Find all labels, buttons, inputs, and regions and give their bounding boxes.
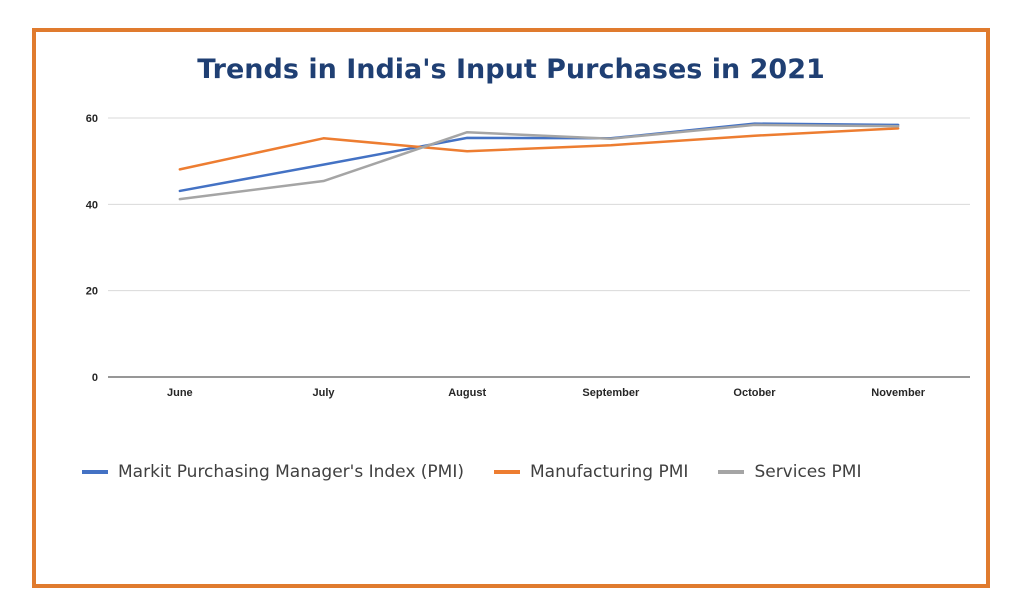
chart-frame: Trends in India's Input Purchases in 202… (32, 28, 990, 588)
legend-swatch (494, 470, 520, 474)
x-tick-label: July (312, 387, 335, 399)
chart-legend: Markit Purchasing Manager's Index (PMI) M… (82, 462, 891, 482)
legend-label: Manufacturing PMI (530, 462, 689, 482)
y-tick-label: 40 (86, 199, 98, 211)
legend-item: Markit Purchasing Manager's Index (PMI) (82, 462, 464, 482)
y-tick-label: 20 (86, 286, 98, 298)
series-line-0 (178, 122, 900, 193)
line-chart: 0 20 40 60 June July August September October Nov… (86, 113, 970, 399)
legend-swatch (718, 470, 745, 474)
x-tick-label: October (733, 387, 776, 399)
chart-title: Trends in India's Input Purchases in 202… (197, 54, 825, 85)
x-tick-label: August (448, 387, 486, 399)
series-line-2 (178, 123, 900, 201)
x-tick-label: September (582, 387, 640, 399)
x-tick-label: November (871, 387, 926, 399)
y-tick-label: 0 (92, 372, 98, 384)
legend-item: Services PMI (718, 462, 861, 482)
legend-label: Markit Purchasing Manager's Index (PMI) (118, 462, 464, 482)
legend-label: Services PMI (754, 462, 862, 482)
x-tick-label: June (167, 387, 193, 399)
y-tick-label: 60 (86, 113, 98, 125)
legend-swatch (82, 470, 108, 474)
series-line-1 (178, 127, 900, 171)
legend-item: Manufacturing PMI (494, 462, 688, 482)
